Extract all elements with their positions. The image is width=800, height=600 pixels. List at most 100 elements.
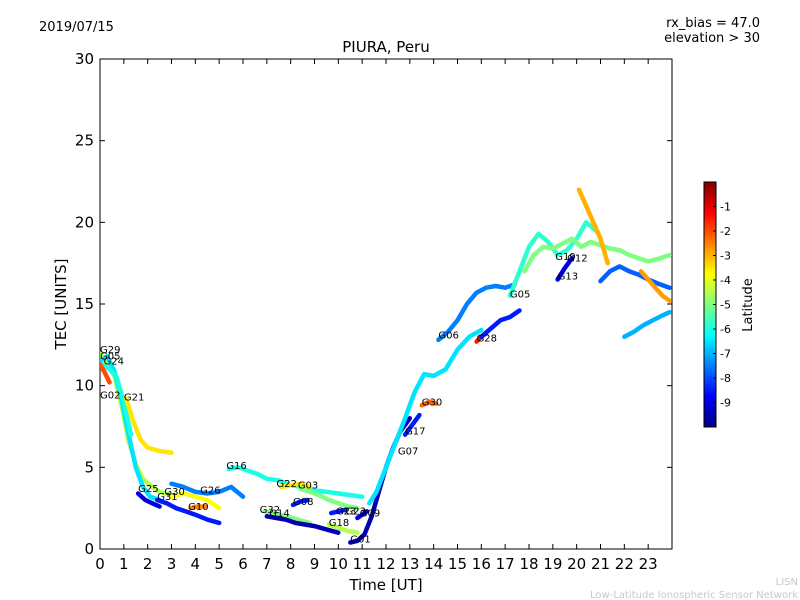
colorbar-tick-label: -3 xyxy=(720,250,731,263)
series-trace-g09 xyxy=(355,509,370,521)
satellite-label-g07: G07 xyxy=(398,446,418,457)
satellite-label-g30: G30 xyxy=(164,487,184,498)
series-trace-g11 xyxy=(638,269,672,303)
series-trace-g32 xyxy=(262,509,312,526)
satellite-label-g17: G17 xyxy=(405,427,425,438)
colorbar-tick-label: -2 xyxy=(720,225,731,238)
x-tick-label: 23 xyxy=(639,555,658,573)
x-tick-label: 5 xyxy=(214,555,224,573)
x-tick-label: 9 xyxy=(310,555,320,573)
satellite-label-g10: G10 xyxy=(188,502,208,513)
series-trace-g17 xyxy=(402,412,422,437)
y-tick-label: 30 xyxy=(75,50,94,68)
colorbar-tick-label: -9 xyxy=(720,397,731,410)
y-tick-label: 0 xyxy=(84,540,94,558)
x-tick-label: 4 xyxy=(191,555,201,573)
series-trace-g21 xyxy=(123,396,174,455)
y-tick-label: 15 xyxy=(75,295,94,313)
x-tick-label: 14 xyxy=(424,555,443,573)
satellite-label-g01: G01 xyxy=(350,534,370,545)
satellite-label-g28: G28 xyxy=(477,334,497,345)
satellite-label-g06: G06 xyxy=(438,330,458,341)
colorbar-tick-label: -5 xyxy=(720,299,731,312)
footer-lisn: LISN xyxy=(776,577,798,588)
satellite-label-g31: G31 xyxy=(157,492,177,503)
x-tick-label: 17 xyxy=(496,555,515,573)
satellite-label-g16: G16 xyxy=(226,461,246,472)
x-tick-label: 7 xyxy=(262,555,272,573)
series-trace-g13 xyxy=(555,256,575,282)
series-trace-g23 xyxy=(328,507,348,516)
x-tick-label: 18 xyxy=(519,555,538,573)
series-trace-g05 xyxy=(100,354,162,503)
satellite-label-g13: G13 xyxy=(558,272,578,283)
rx-bias-label: rx_bias = 47.0 xyxy=(666,16,760,31)
colorbar-tick-label: -7 xyxy=(720,348,731,361)
colorbar-tick-label: -4 xyxy=(720,274,731,287)
satellite-label-g24: G24 xyxy=(104,356,124,367)
satellite-label-g12: G12 xyxy=(567,254,587,265)
series-trace-g24 xyxy=(100,362,134,437)
x-tick-label: 19 xyxy=(543,555,562,573)
satellite-label-g14: G14 xyxy=(269,508,289,519)
date-label: 2019/07/15 xyxy=(39,20,114,35)
satellite-label-g26: G26 xyxy=(200,485,220,496)
x-axis-label: Time [UT] xyxy=(348,576,422,594)
series-trace-g31 xyxy=(154,497,222,526)
colorbar: -1 -2 -3 -4 -5 -6 -7 -8 -9 xyxy=(703,181,731,428)
series-trace-g15 xyxy=(598,264,672,290)
series-trace-g03 xyxy=(297,486,360,511)
x-tick-label: 15 xyxy=(448,555,467,573)
series-trace-g24b xyxy=(622,309,672,339)
y-tick-label: 20 xyxy=(75,213,94,231)
satellite-label-g32: G32 xyxy=(260,505,280,516)
x-tick-label: 11 xyxy=(353,555,372,573)
series-trace-g18b xyxy=(576,187,610,266)
x-tick-label: 22 xyxy=(615,555,634,573)
colorbar-tick-label: -1 xyxy=(720,201,731,214)
colorbar-label: Latitude xyxy=(741,278,756,332)
y-tick-label: 5 xyxy=(84,458,94,476)
series-trace-g07 xyxy=(367,327,484,506)
x-tick-label: 1 xyxy=(119,555,129,573)
y-tick-label: 10 xyxy=(75,377,94,395)
series-trace-g25 xyxy=(135,491,162,509)
data-traces xyxy=(100,187,672,545)
x-tick-label: 10 xyxy=(329,555,348,573)
satellite-label-g29: G29 xyxy=(100,345,120,356)
plot-frame xyxy=(99,58,673,550)
satellite-label-g18: G18 xyxy=(329,518,349,529)
satellite-label-g09: G09 xyxy=(360,508,380,519)
series-trace-g10 xyxy=(188,504,208,511)
satellite-label-g08: G08 xyxy=(293,497,313,508)
series-trace-g26 xyxy=(169,481,246,499)
x-tick-label: 0 xyxy=(95,555,105,573)
chart-title: PIURA, Peru xyxy=(342,38,429,56)
x-tick-label: 13 xyxy=(400,555,419,573)
x-tick-label: 8 xyxy=(286,555,296,573)
series-trace-g22 xyxy=(278,481,312,490)
series-trace-g05b xyxy=(479,308,522,339)
satellite-label-g23: G23 xyxy=(345,507,365,518)
series-trace-g02 xyxy=(100,362,112,385)
x-tick-label: 12 xyxy=(376,555,395,573)
satellite-label-g05: G05 xyxy=(510,289,530,300)
x-tick-label: 16 xyxy=(472,555,491,573)
satellite-label-g23: G23 xyxy=(336,507,356,518)
colorbar-tick-label: -6 xyxy=(720,323,731,336)
series-trace-g14 xyxy=(264,514,341,535)
x-tick-label: 3 xyxy=(167,555,177,573)
satellite-label-g25: G25 xyxy=(138,484,158,495)
series-trace-g30 xyxy=(169,491,222,511)
series-trace-g30b xyxy=(419,399,439,408)
series-trace-g08 xyxy=(290,497,310,508)
satellite-label-g19: G19 xyxy=(555,252,575,263)
footer-network: Low-Latitude Ionospheric Sensor Network xyxy=(590,590,798,600)
series-trace-g18 xyxy=(326,522,360,535)
x-tick-label: 20 xyxy=(567,555,586,573)
series-trace-g12 xyxy=(521,236,672,274)
satellite-label-g21: G21 xyxy=(124,392,144,403)
satellite-label-g30: G30 xyxy=(422,397,442,408)
